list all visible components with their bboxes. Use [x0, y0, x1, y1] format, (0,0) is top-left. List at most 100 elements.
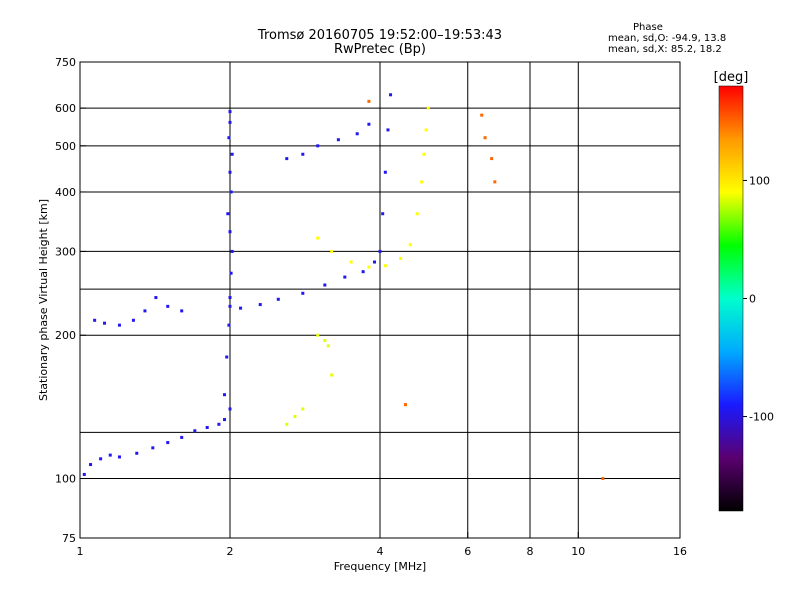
data-point — [480, 113, 484, 117]
y-axis-label: Stationary phase Virtual Height [km] — [37, 199, 50, 401]
data-point — [205, 425, 209, 429]
data-point — [426, 106, 430, 110]
y-tick-label: 300 — [55, 245, 76, 258]
data-point — [361, 270, 365, 274]
data-point — [143, 309, 147, 313]
x-axis-label: Frequency [MHz] — [334, 560, 426, 573]
data-point — [223, 393, 227, 397]
data-point — [316, 333, 320, 337]
colorbar: 100 0 -100 [deg] — [714, 70, 774, 512]
axes: 1 2 4 6 8 10 16 75 100 200 300 400 500 600 750 Frequenc… — [37, 56, 687, 573]
data-point — [227, 323, 231, 327]
data-point — [349, 260, 353, 264]
data-point — [424, 128, 428, 132]
phase-mean-o: mean, sd,O: -94.9, 13.8 — [608, 33, 727, 44]
data-point — [228, 407, 232, 411]
data-point — [301, 152, 305, 156]
x-tick-label: 10 — [571, 545, 585, 558]
data-point — [355, 132, 359, 136]
data-point — [301, 291, 305, 295]
data-point — [420, 180, 424, 184]
data-point — [323, 283, 327, 287]
data-point — [225, 355, 229, 359]
data-point — [131, 318, 135, 322]
data-point — [490, 157, 494, 161]
colorbar-gradient — [718, 85, 744, 512]
data-point — [378, 249, 382, 253]
data-point — [228, 296, 232, 300]
data-point — [408, 243, 412, 247]
x-tick-label: 1 — [77, 545, 84, 558]
y-tick-label: 75 — [62, 532, 76, 545]
data-point — [383, 170, 387, 174]
data-point — [383, 264, 387, 268]
y-tick-label: 100 — [55, 473, 76, 486]
data-point — [336, 138, 340, 142]
data-point — [343, 275, 347, 279]
data-point — [230, 152, 234, 156]
data-point — [330, 373, 334, 377]
data-point — [381, 212, 385, 216]
data-point — [373, 260, 377, 264]
data-point — [367, 265, 371, 269]
data-point — [117, 323, 121, 327]
data-point — [228, 230, 232, 234]
data-point — [367, 99, 371, 103]
data-point — [227, 136, 231, 140]
data-point — [228, 304, 232, 308]
phase-heading: Phase — [633, 22, 663, 33]
data-point — [403, 403, 407, 407]
x-tick-label: 2 — [227, 545, 234, 558]
data-point — [316, 144, 320, 148]
data-point — [180, 435, 184, 439]
data-point — [117, 455, 121, 459]
data-point — [193, 429, 197, 433]
data-point — [323, 338, 327, 342]
data-point — [399, 256, 403, 260]
data-point — [151, 446, 155, 450]
data-point — [230, 249, 234, 253]
data-point — [89, 463, 93, 467]
colorbar-tick-label: 100 — [749, 174, 770, 187]
data-point — [82, 472, 86, 476]
colorbar-tick-label: -100 — [749, 411, 774, 424]
data-point — [239, 306, 243, 310]
data-point — [228, 170, 232, 174]
y-tick-label: 750 — [55, 56, 76, 69]
data-point — [285, 422, 289, 426]
data-point — [226, 212, 230, 216]
data-point — [389, 93, 393, 97]
data-point — [415, 212, 419, 216]
chart-title: Tromsø 20160705 19:52:00–19:53:43 — [257, 28, 503, 43]
data-point — [103, 321, 107, 325]
chart-subtitle: RwPretec (Bp) — [333, 42, 427, 57]
data-point — [422, 152, 426, 156]
data-point — [93, 318, 97, 322]
data-point — [108, 453, 112, 457]
colorbar-label: [deg] — [714, 70, 749, 85]
x-tick-label: 16 — [673, 545, 687, 558]
y-tick-label: 400 — [55, 186, 76, 199]
data-points — [82, 93, 605, 481]
x-tick-label: 8 — [527, 545, 534, 558]
y-tick-label: 500 — [55, 140, 76, 153]
data-point — [217, 422, 221, 426]
data-point — [258, 303, 262, 307]
data-point — [316, 236, 320, 240]
data-point — [228, 120, 232, 124]
data-point — [285, 157, 289, 161]
data-point — [483, 136, 487, 140]
y-tick-label: 200 — [55, 329, 76, 342]
data-point — [99, 457, 103, 461]
data-point — [135, 451, 139, 455]
colorbar-tick-label: 0 — [749, 293, 756, 306]
data-point — [166, 441, 170, 445]
phase-mean-x: mean, sd,X: 85.2, 18.2 — [608, 44, 722, 55]
data-point — [493, 180, 497, 184]
data-point — [276, 297, 280, 301]
grid — [80, 62, 680, 538]
data-point — [154, 296, 158, 300]
x-tick-label: 4 — [377, 545, 384, 558]
